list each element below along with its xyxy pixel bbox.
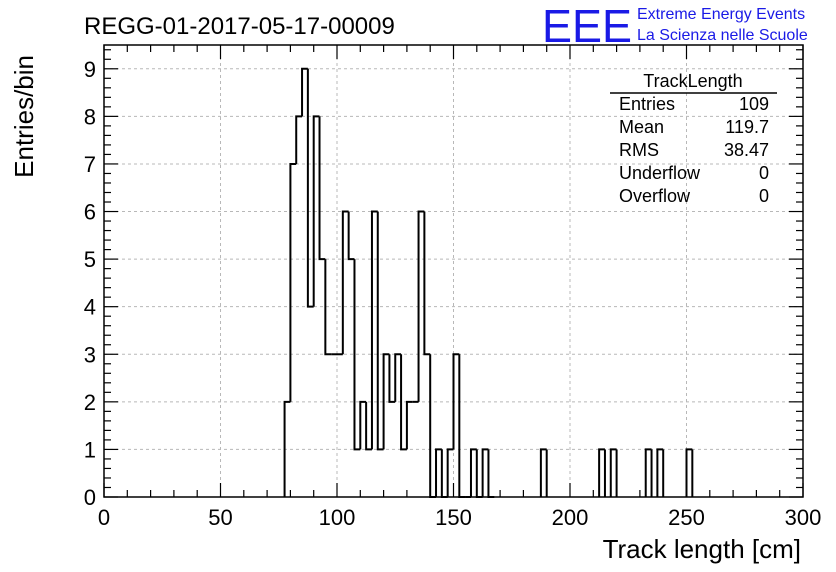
histogram-bin [365,401,372,451]
histogram-bin [685,448,693,497]
histogram-bin [446,448,454,497]
stats-row-value: 109 [739,94,769,114]
histogram-bin [312,115,320,307]
grid-layer [104,45,803,497]
histogram-bin [382,353,390,450]
histogram-bin [301,67,308,117]
logo-mark: EEE [542,0,632,52]
histogram-bin [359,400,367,450]
y-tick-label: 5 [84,247,96,272]
histogram-bin [353,259,361,451]
histogram-bin [388,354,396,403]
stats-row-value: 38.47 [724,140,769,160]
y-tick-label: 7 [84,152,96,177]
x-tick-label: 100 [319,505,356,530]
stats-row-value: 0 [759,163,769,183]
histogram-bin [400,354,407,451]
stats-row-label: Overflow [619,186,691,206]
histogram-bin [394,353,402,402]
histogram-bin [370,210,378,450]
stats-row-label: Entries [619,94,675,114]
histogram-bin [644,448,652,497]
y-axis-label: Entries/bin [9,55,39,178]
y-tick-label: 4 [84,295,96,320]
x-tick-label: 150 [435,505,472,530]
y-tick-label: 1 [84,437,96,462]
x-tick-label: 50 [208,505,232,530]
histogram-bin [405,400,413,450]
axes: 0 50 100 150 200 250 300 0 1 2 3 4 5 6 7 8 9 [84,44,822,530]
histogram-bin [458,354,466,498]
y-tick-label: 9 [84,57,96,82]
eee-logo: EEE Extreme Energy Events La Scienza nel… [542,0,808,52]
x-axis-label: Track length [cm] [603,534,801,564]
histogram-bin [487,449,495,498]
logo-line-2: La Scienza nelle Scuole [637,27,808,44]
stats-box: TrackLength Entries 109 Mean 119.7 RMS 38.47 U… [610,71,777,206]
histogram-bin [341,210,349,355]
y-tick-label: 0 [84,485,96,510]
histogram-bin [656,448,664,497]
stats-row-value: 0 [759,186,769,206]
x-tick-label: 0 [98,505,110,530]
stats-row-label: Underflow [619,163,701,183]
stats-rows: Entries 109 Mean 119.7 RMS 38.47 Underflow 0 Ove… [619,94,769,206]
histogram-bin [609,448,617,497]
histogram-bin [289,162,297,402]
x-tick-label: 300 [785,505,822,530]
histogram-bin [347,211,355,261]
histogram-bin [417,210,425,402]
x-tick-label: 250 [668,505,705,530]
y-tick-label: 2 [84,390,96,415]
stats-row-value: 119.7 [725,117,769,137]
stats-title: TrackLength [643,71,742,91]
histogram-bin [469,448,477,497]
histogram-bin [598,448,605,497]
logo-line-1: Extreme Energy Events [637,6,805,23]
histogram-bin [324,259,332,356]
histogram-bin [423,211,431,356]
histogram-bars [283,67,694,498]
histogram-bin [283,400,291,497]
histogram-bin [435,448,442,497]
histogram-bin [295,115,303,164]
x-tick-label: 200 [552,505,589,530]
histogram-bin [452,353,460,450]
stats-row-label: RMS [619,140,659,160]
histogram-bin [318,116,326,261]
histogram-bin [306,68,314,308]
histogram-bin [481,448,489,497]
histogram-bin [539,448,547,497]
histogram-bin [376,211,384,451]
y-tick-label: 6 [84,200,96,225]
y-tick-label: 3 [84,342,96,367]
y-tick-label: 8 [84,104,96,129]
stats-row-label: Mean [619,117,664,137]
run-id-title: REGG-01-2017-05-17-00009 [84,13,395,40]
